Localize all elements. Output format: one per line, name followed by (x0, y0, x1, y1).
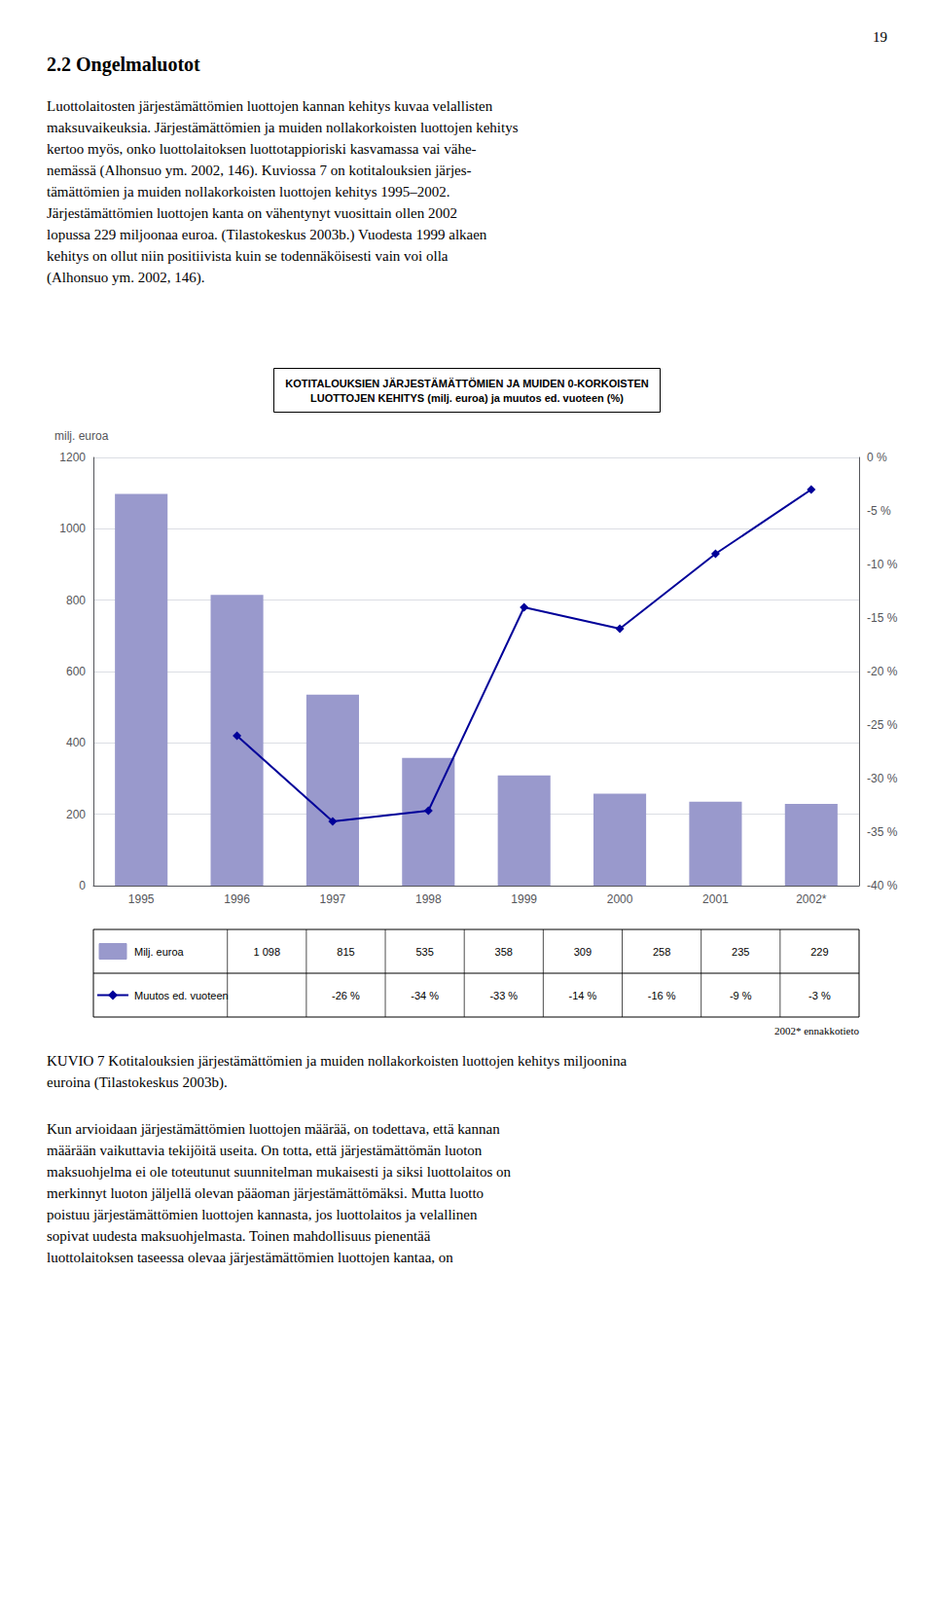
svg-text:1000: 1000 (59, 521, 86, 536)
svg-text:-16 %: -16 % (647, 989, 677, 1002)
svg-text:poistuu järjestämättömien luot: poistuu järjestämättömien luottojen kann… (46, 1206, 478, 1222)
svg-text:-3 %: -3 % (808, 989, 831, 1002)
svg-text:0 %: 0 % (866, 450, 888, 465)
svg-text:1999: 1999 (510, 892, 538, 906)
svg-text:1995: 1995 (128, 892, 155, 906)
svg-text:400: 400 (66, 735, 86, 750)
svg-text:-26 %: -26 % (331, 989, 360, 1002)
svg-text:milj. euroa: milj. euroa (54, 429, 109, 443)
svg-text:19: 19 (872, 29, 888, 45)
svg-text:-25 %: -25 % (866, 718, 899, 732)
svg-text:sopivat uudesta maksuohjelmast: sopivat uudesta maksuohjelmasta. Toinen … (46, 1227, 432, 1244)
svg-text:1996: 1996 (223, 892, 251, 906)
svg-text:(Alhonsuo ym. 2002, 146).: (Alhonsuo ym. 2002, 146). (46, 269, 206, 287)
svg-text:2001: 2001 (702, 892, 729, 906)
svg-text:-20 %: -20 % (866, 664, 899, 679)
svg-text:2002*: 2002* (795, 892, 827, 906)
svg-text:kehitys on ollut niin positiiv: kehitys on ollut niin positiivista kuin … (46, 248, 449, 264)
svg-text:luottolaitoksen taseessa oleva: luottolaitoksen taseessa olevaa järjestä… (46, 1249, 454, 1265)
svg-text:535: 535 (415, 945, 433, 958)
svg-text:-9 %: -9 % (729, 989, 753, 1002)
svg-text:nemässä (Alhonsuo ym. 2002, 14: nemässä (Alhonsuo ym. 2002, 146). Kuvios… (46, 162, 472, 180)
svg-text:235: 235 (731, 945, 750, 958)
svg-text:815: 815 (336, 945, 355, 958)
svg-text:Järjestämättömien luottojen ka: Järjestämättömien luottojen kanta on väh… (46, 205, 458, 221)
svg-text:-15 %: -15 % (866, 610, 899, 625)
svg-text:1 098: 1 098 (253, 945, 282, 958)
svg-text:2.2 Ongelmaluotot: 2.2 Ongelmaluotot (46, 53, 201, 76)
svg-text:Kun arvioidaan järjestämättömi: Kun arvioidaan järjestämättömien luottoj… (46, 1120, 501, 1137)
svg-text:2000: 2000 (607, 892, 634, 906)
svg-text:kertoo myös, onko luottolaitok: kertoo myös, onko luottolaitoksen luotto… (46, 141, 477, 157)
svg-text:KUVIO 7 Kotitalouksien järjest: KUVIO 7 Kotitalouksien järjestämättömien… (46, 1052, 627, 1069)
svg-text:1997: 1997 (320, 892, 347, 906)
svg-text:229: 229 (810, 945, 828, 958)
svg-text:maksuohjelma ei ole toteutunut: maksuohjelma ei ole toteutunut suunnitel… (46, 1163, 512, 1180)
svg-text:Muutos ed. vuoteen: Muutos ed. vuoteen (134, 989, 229, 1002)
svg-text:-14 %: -14 % (569, 989, 598, 1002)
svg-text:Luottolaitosten järjestämättöm: Luottolaitosten järjestämättömien luotto… (46, 98, 494, 114)
svg-text:309: 309 (574, 945, 592, 958)
svg-text:-30 %: -30 % (866, 771, 899, 786)
svg-text:2002* ennakkotieto: 2002* ennakkotieto (774, 1024, 861, 1037)
svg-text:-35 %: -35 % (866, 825, 899, 839)
svg-text:800: 800 (66, 593, 86, 608)
svg-text:maksuvaikeuksia. Järjestämättö: maksuvaikeuksia. Järjestämättömien ja mu… (46, 119, 519, 136)
svg-text:LUOTTOJEN KEHITYS (milj. euroa: LUOTTOJEN KEHITYS (milj. euroa) ja muuto… (310, 392, 624, 404)
svg-text:600: 600 (66, 664, 86, 679)
svg-text:määrään vaikuttavia tekijöitä: määrään vaikuttavia tekijöitä useita. On… (46, 1142, 483, 1158)
svg-text:KOTITALOUKSIEN JÄRJESTÄMÄTTÖMI: KOTITALOUKSIEN JÄRJESTÄMÄTTÖMIEN JA MUID… (285, 377, 648, 390)
svg-text:1998: 1998 (415, 892, 442, 906)
svg-text:-40 %: -40 % (866, 878, 899, 893)
svg-text:tämättömien ja muiden nollakor: tämättömien ja muiden nollakorkoisten lu… (46, 183, 451, 200)
svg-text:Milj. euroa: Milj. euroa (134, 945, 185, 958)
svg-text:lopussa 229 miljoonaa euroa. (: lopussa 229 miljoonaa euroa. (Tilastokes… (46, 226, 488, 244)
svg-text:-10 %: -10 % (866, 557, 899, 572)
svg-text:-5 %: -5 % (866, 503, 892, 518)
svg-text:0: 0 (78, 878, 86, 893)
svg-text:200: 200 (66, 807, 86, 822)
svg-text:358: 358 (495, 945, 513, 958)
svg-text:euroina (Tilastokeskus 2003b).: euroina (Tilastokeskus 2003b). (46, 1074, 228, 1091)
svg-text:-33 %: -33 % (489, 989, 518, 1002)
svg-text:-34 %: -34 % (410, 989, 439, 1002)
svg-text:1200: 1200 (59, 450, 86, 465)
svg-text:258: 258 (652, 945, 671, 958)
svg-text:merkinnyt luoton jäljellä olev: merkinnyt luoton jäljellä olevan pääoman… (46, 1185, 484, 1201)
